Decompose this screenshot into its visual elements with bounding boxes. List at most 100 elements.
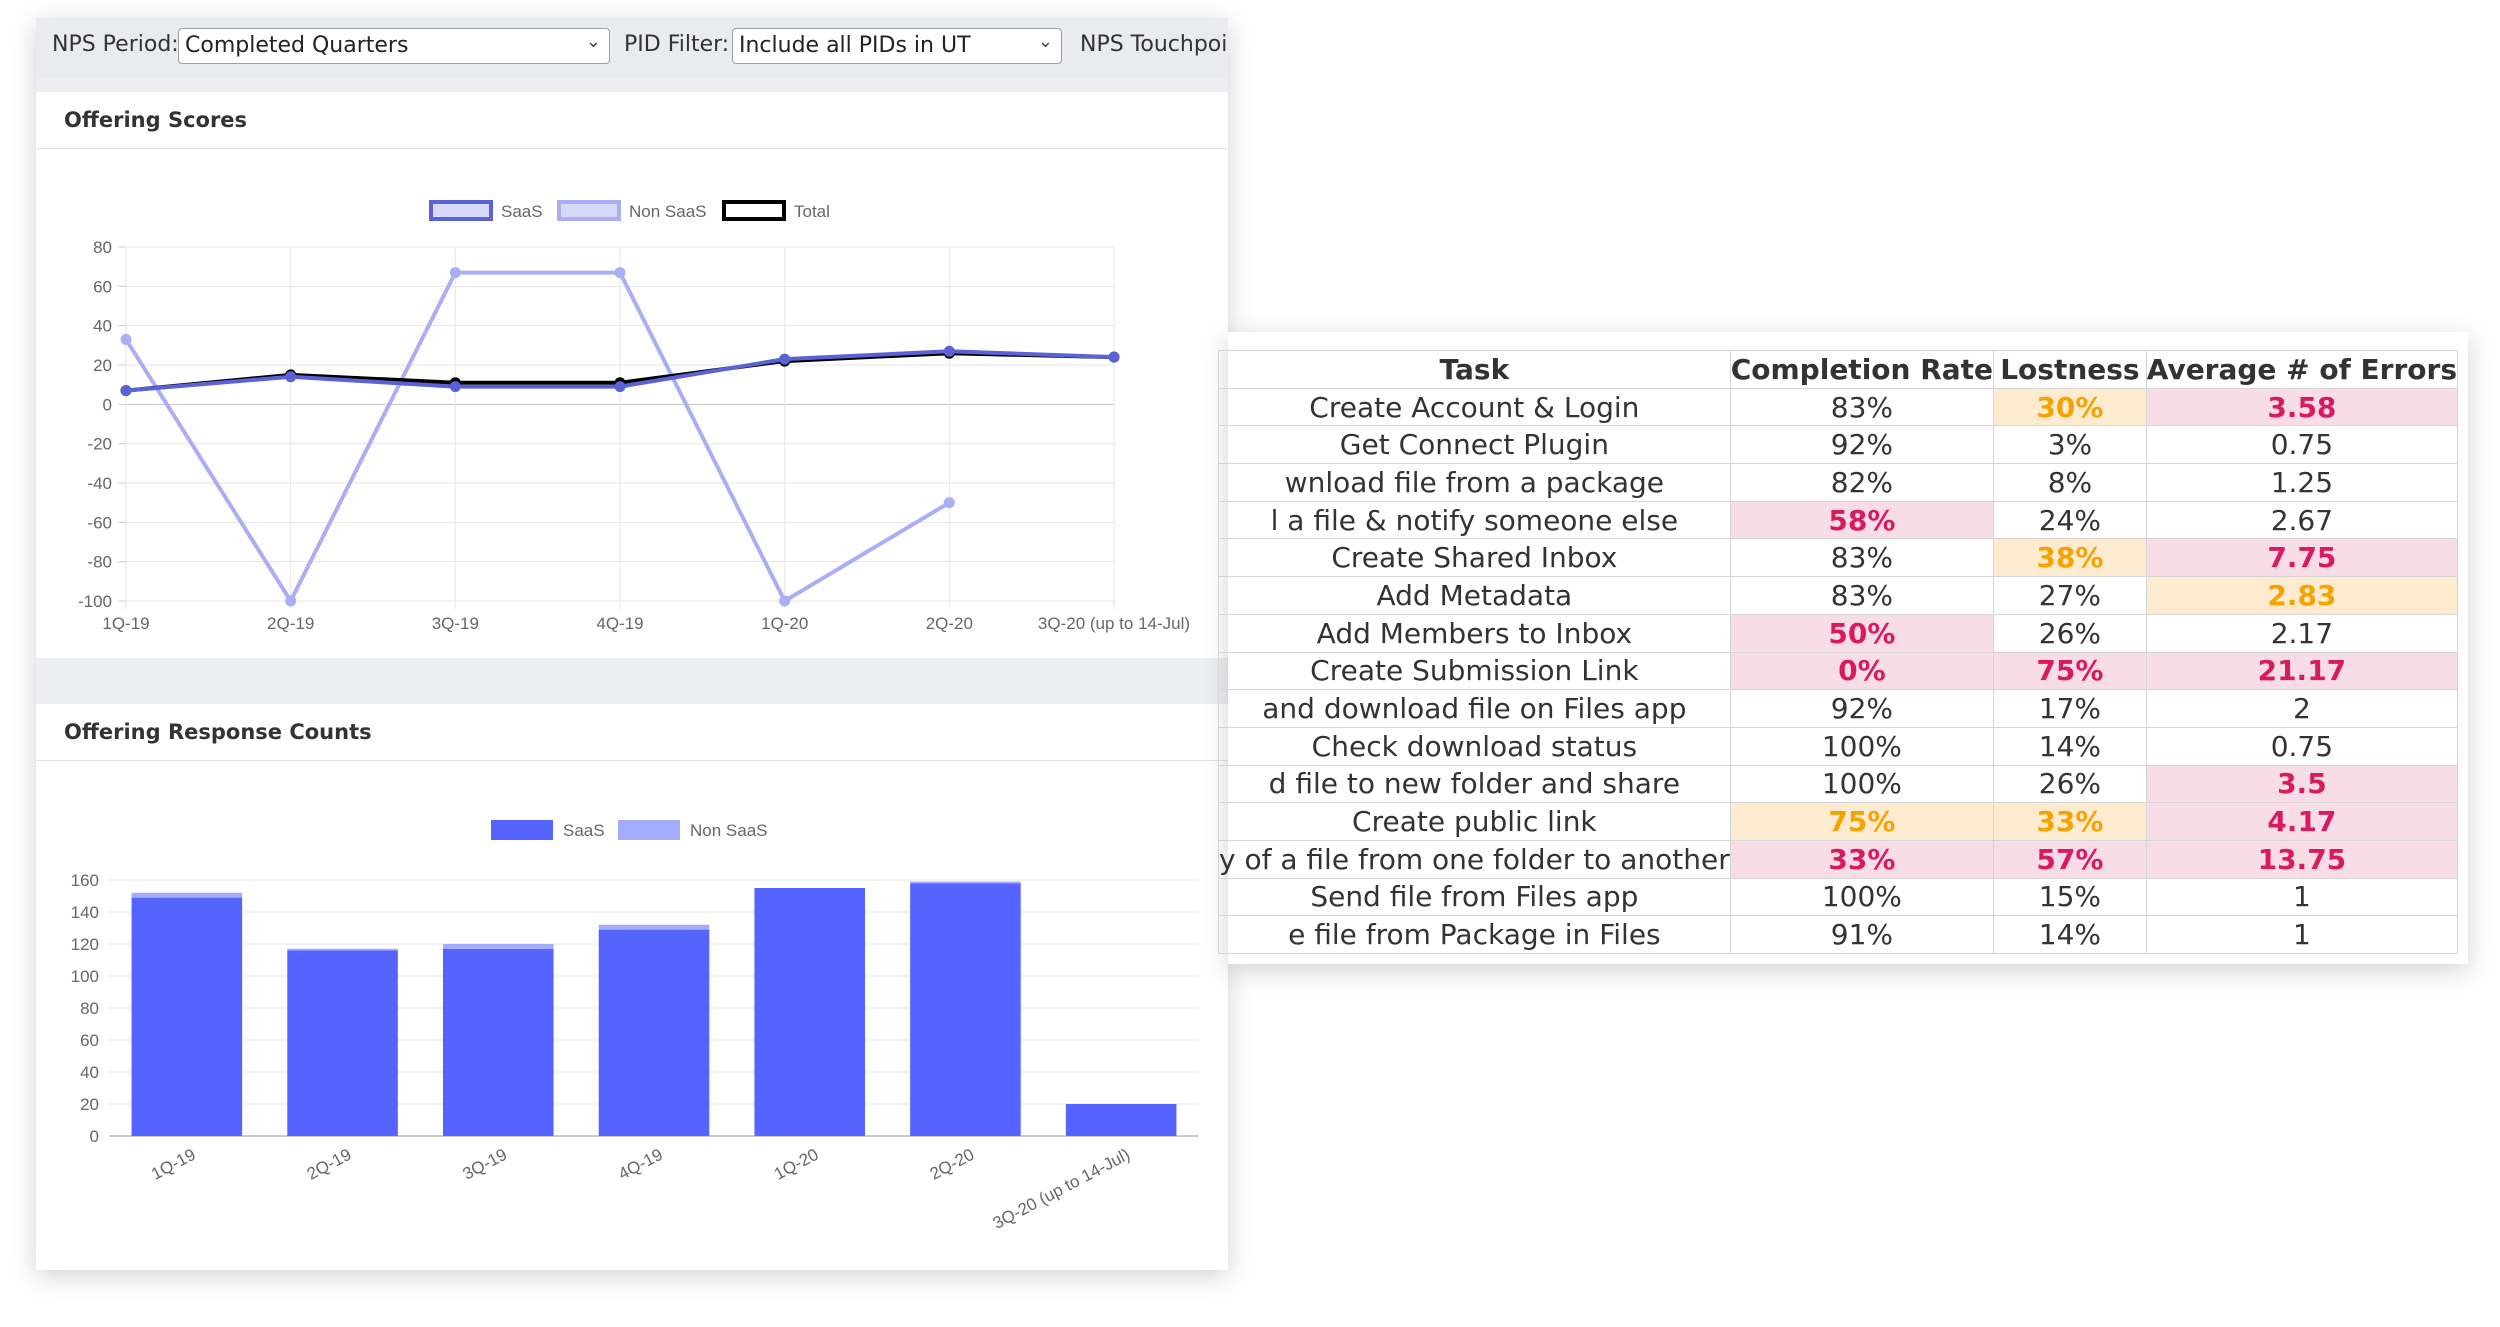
- bar-0: [287, 950, 398, 1136]
- task-name-cell: Create Submission Link: [1218, 651, 1731, 691]
- table-row: wnload file from a package 82% 8% 1.25: [1218, 463, 2459, 502]
- bar-1: [287, 948, 398, 951]
- metric-cell: 57%: [1993, 839, 2147, 879]
- nps-touchpoint-label: NPS Touchpoin: [1080, 32, 1228, 57]
- metric-cell: 26%: [1993, 613, 2147, 653]
- table-row: Create Shared Inbox 83% 38% 7.75: [1218, 538, 2459, 578]
- metric-cell: 83%: [1729, 387, 1995, 427]
- y-tick-label: -20: [87, 435, 112, 454]
- table-row: Get Connect Plugin 92% 3% 0.75: [1218, 425, 2459, 465]
- series-point-0: [614, 381, 626, 393]
- task-name-cell: y of a file from one folder to another: [1218, 839, 1731, 879]
- offering-scores-chart: 80 60 40 20 0 -20 -40 -60 -80 -100 1Q-19 2Q-19 3Q-19…: [78, 200, 1190, 633]
- metric-cell: 1: [2145, 915, 2459, 954]
- y-tick-label: -40: [87, 474, 112, 493]
- y-tick-label: 60: [93, 277, 112, 296]
- x-tick-label: 3Q-20 (up to 14-Jul): [1038, 614, 1190, 633]
- metric-cell: 0%: [1729, 651, 1995, 691]
- legend-swatch-0: [429, 200, 493, 221]
- bar-1: [131, 892, 243, 898]
- x-tick-label: 1Q-19: [102, 614, 149, 633]
- table-row: Create public link 75% 33% 4.17: [1218, 802, 2459, 841]
- series-point-1: [779, 595, 791, 607]
- task-name-cell: d file to new folder and share: [1218, 764, 1731, 804]
- x-tick-label: 2Q-19: [304, 1145, 355, 1184]
- metric-cell: 7.75: [2145, 538, 2459, 578]
- table-row: Create Account & Login 83% 30% 3.58: [1218, 387, 2459, 427]
- table-row: Send file from Files app 100% 15% 1: [1218, 877, 2459, 917]
- column-header: Completion Rate: [1729, 350, 1995, 389]
- response-counts-title: Offering Response Counts: [64, 720, 372, 744]
- x-tick-label: 2Q-20: [926, 614, 973, 633]
- bar-1: [443, 944, 554, 949]
- metric-cell: 21.17: [2145, 651, 2459, 691]
- table-row: Check download status 100% 14% 0.75: [1218, 726, 2459, 766]
- series-line-1: [124, 270, 951, 606]
- series-point-1: [449, 267, 461, 279]
- x-tick-label: 3Q-19: [460, 1145, 511, 1184]
- y-tick-label: 40: [80, 1063, 99, 1082]
- task-name-cell: Check download status: [1218, 726, 1731, 766]
- task-name-cell: Create Shared Inbox: [1218, 538, 1731, 578]
- metric-cell: 2.67: [2145, 500, 2459, 540]
- metric-cell: 0.75: [2145, 425, 2459, 465]
- y-tick-label: -100: [78, 592, 112, 611]
- legend-label-2: Total: [794, 202, 830, 221]
- x-tick-label: 1Q-20: [771, 1145, 822, 1184]
- offering-scores-title: Offering Scores: [64, 108, 248, 132]
- x-tick-label: 3Q-19: [432, 614, 479, 633]
- y-tick-label: 0: [103, 395, 112, 414]
- pid-filter-select[interactable]: Include all PIDs in UT ⌄: [732, 28, 1062, 64]
- legend-swatch-2: [722, 200, 786, 221]
- task-name-cell: Add Members to Inbox: [1218, 613, 1731, 653]
- series-point-0: [120, 385, 132, 397]
- metric-cell: 92%: [1729, 689, 1995, 728]
- y-tick-label: 80: [93, 238, 112, 257]
- metric-cell: 83%: [1729, 576, 1995, 615]
- response-counts-chart: 160 140 120 100 80 60 40 20 0 SaaS Non SaaS 1Q-19 2Q…: [71, 820, 1199, 1233]
- task-name-cell: Create public link: [1218, 802, 1731, 841]
- metric-cell: 2: [2145, 689, 2459, 728]
- panel-divider: [36, 148, 1228, 149]
- y-tick-label: 140: [71, 903, 99, 922]
- table-row: e file from Package in Files 91% 14% 1: [1218, 915, 2459, 954]
- metric-cell: 27%: [1993, 576, 2147, 615]
- x-tick-label: 4Q-19: [615, 1145, 666, 1184]
- metric-cell: 3.5: [2145, 764, 2459, 804]
- metric-cell: 92%: [1729, 425, 1995, 465]
- metric-cell: 75%: [1993, 651, 2147, 691]
- metric-cell: 30%: [1993, 387, 2147, 427]
- metric-cell: 33%: [1993, 802, 2147, 841]
- nps-period-select[interactable]: Completed Quarters ⌄: [178, 28, 610, 64]
- metric-cell: 83%: [1729, 538, 1995, 578]
- table-row: and download file on Files app 92% 17% 2: [1218, 689, 2459, 728]
- bar-0: [598, 929, 710, 1136]
- response-counts-panel: Offering Response Counts 160 140 120 100 80 6…: [36, 704, 1228, 1270]
- metric-cell: 24%: [1993, 500, 2147, 540]
- metric-cell: 14%: [1993, 726, 2147, 766]
- metric-cell: 8%: [1993, 463, 2147, 502]
- task-name-cell: and download file on Files app: [1218, 689, 1731, 728]
- series-point-1: [943, 497, 955, 509]
- metric-cell: 15%: [1993, 877, 2147, 917]
- legend-label-0: SaaS: [563, 821, 605, 840]
- metric-cell: 100%: [1729, 726, 1995, 766]
- offering-scores-panel: Offering Scores 80 60 40 20 0 -20 -40 -60 -80 -10…: [36, 92, 1228, 658]
- metric-cell: 13.75: [2145, 839, 2459, 879]
- y-tick-label: 40: [93, 317, 112, 336]
- column-header: Average # of Errors: [2145, 350, 2459, 389]
- y-tick-label: 120: [71, 935, 99, 954]
- pid-filter-value: Include all PIDs in UT: [739, 33, 971, 58]
- task-name-cell: Add Metadata: [1218, 576, 1731, 615]
- bar-1: [598, 924, 710, 930]
- metric-cell: 50%: [1729, 613, 1995, 653]
- y-tick-label: 160: [71, 871, 99, 890]
- metric-cell: 1: [2145, 877, 2459, 917]
- metric-cell: 91%: [1729, 915, 1995, 954]
- table-row: Add Metadata 83% 27% 2.83: [1218, 576, 2459, 615]
- task-name-cell: Get Connect Plugin: [1218, 425, 1731, 465]
- series-point-0: [779, 353, 791, 365]
- y-tick-label: 20: [93, 356, 112, 375]
- nps-period-value: Completed Quarters: [185, 33, 409, 58]
- x-tick-label: 1Q-20: [761, 614, 808, 633]
